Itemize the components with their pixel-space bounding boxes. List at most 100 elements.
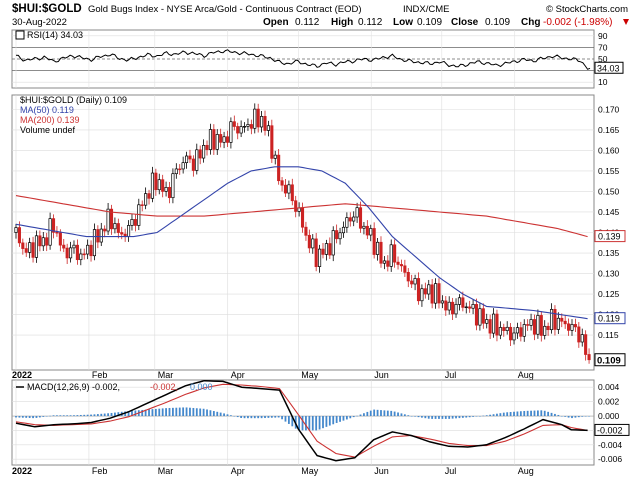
candle-body — [79, 253, 83, 261]
candle-body — [290, 184, 294, 202]
candle-body — [560, 317, 564, 322]
candle-body — [99, 228, 103, 243]
macd-histogram-bar — [332, 416, 335, 425]
candle-body — [188, 155, 192, 160]
candle-body — [280, 180, 284, 186]
price-legend-volume: Volume undef — [20, 125, 76, 135]
down-arrow-icon — [623, 19, 629, 25]
candle-body — [219, 134, 223, 143]
macd-histogram-bar — [339, 416, 341, 422]
price-x-axis: 2022 Feb Mar Apr May Jun Jul Aug — [12, 370, 534, 380]
ma50-badge: 0.119 — [594, 312, 626, 325]
macd-histogram-bar — [441, 416, 444, 419]
candle-body — [546, 325, 550, 331]
candle-body — [147, 193, 151, 199]
macd-histogram-bar — [584, 416, 587, 417]
macd-histogram-bar — [577, 416, 580, 418]
macd-histogram-bar — [417, 416, 420, 418]
candle-body — [471, 304, 475, 309]
macd-histogram-bar — [560, 416, 563, 417]
candle-body — [34, 235, 39, 258]
candle-body — [488, 319, 492, 334]
macd-histogram-bar — [516, 411, 519, 417]
macd-histogram-bar — [264, 416, 266, 419]
candle-body — [352, 216, 356, 222]
macd-histogram-bar — [216, 411, 219, 417]
candle-body — [239, 126, 243, 134]
macd-histogram-bar — [536, 410, 539, 417]
candle-body — [515, 327, 519, 334]
macd-legend: MACD(12,26,9) -0.002, -0.002, 0.000 — [16, 382, 213, 392]
macd-histogram-bar — [567, 416, 570, 418]
price-tick-label: 0.155 — [598, 166, 620, 176]
candle-body — [539, 315, 543, 336]
macd-histogram-bar — [455, 416, 457, 419]
macd-panel: -0.006 -0.004 -0.002 0.000 0.002 0.004 MACD(1… — [11, 379, 630, 476]
candle-body — [127, 225, 131, 237]
price-tick-label: 0.150 — [598, 186, 620, 196]
rsi-gridlines — [12, 30, 594, 88]
candle-body — [89, 244, 93, 257]
candle-body — [478, 308, 482, 326]
candle-body — [38, 235, 42, 247]
macd-histogram-bar — [588, 416, 590, 417]
month-label: May — [301, 370, 319, 380]
macd-histogram-bar — [100, 413, 103, 417]
macd-histogram-bar — [581, 416, 584, 417]
macd-histogram-bar — [458, 416, 461, 419]
macd-histogram-bar — [168, 407, 171, 417]
macd-histogram-bar — [161, 408, 164, 417]
candle-body — [229, 121, 233, 143]
candle-body — [195, 149, 199, 171]
macd-histogram-bar — [325, 416, 328, 427]
price-panel: 0.1150.1200.1250.1300.1350.1400.1450.150… — [11, 94, 626, 380]
ohlc-readout: Open 0.112 High 0.112 Low 0.109 Close 0.… — [263, 17, 629, 28]
candle-body — [304, 226, 308, 236]
candle-body — [505, 326, 509, 331]
rsi-panel: 1030507090 RSI(14) 34.03 34.03 — [11, 29, 624, 89]
ma50-badge-value: 0.119 — [598, 314, 620, 324]
candle-body — [324, 243, 328, 255]
credit-text: © StockCharts.com — [546, 4, 628, 15]
macd-histogram-bar — [233, 416, 236, 417]
candle-body — [362, 225, 366, 229]
candle-body — [178, 168, 182, 171]
macd-tick-label: 0.000 — [598, 411, 620, 421]
price-gridlines — [12, 95, 594, 370]
candle-body — [396, 261, 400, 265]
candle-body — [382, 260, 386, 264]
price-legend-symbol: $HUI:$GOLD (Daily) 0.109 — [20, 95, 127, 105]
chg-value: -0.002 (-1.98%) — [543, 17, 612, 28]
macd-histogram-bar — [475, 416, 478, 417]
candle-body — [181, 162, 185, 170]
candle-body — [331, 230, 335, 256]
macd-histogram-bar — [363, 413, 365, 417]
macd-histogram-bar — [547, 411, 550, 417]
macd-histogram-bar — [482, 415, 485, 417]
candle-body — [222, 136, 226, 143]
candle-body — [393, 244, 397, 263]
candle-body — [41, 237, 45, 247]
candle-body — [294, 200, 298, 212]
candle-body — [543, 325, 547, 336]
candle-body — [410, 280, 414, 285]
macd-histogram-bar — [349, 416, 352, 419]
candle-body — [103, 228, 107, 232]
candle-body — [133, 219, 137, 226]
candle-body — [185, 155, 189, 164]
macd-histogram-bar — [543, 410, 546, 417]
macd-histogram-bar — [301, 416, 304, 431]
candle-body — [529, 319, 533, 326]
macd-histogram-bar — [461, 416, 464, 418]
macd-histogram-bar — [465, 416, 468, 418]
candle-body — [509, 326, 513, 341]
macd-histogram-bar — [141, 409, 144, 417]
candle-body — [444, 300, 448, 311]
close-label: Close — [451, 17, 479, 28]
candle-body — [260, 116, 264, 128]
candle-body — [328, 243, 332, 256]
macd-histogram-bar — [315, 416, 318, 431]
macd-histogram-bar — [110, 412, 113, 417]
high-label: High — [331, 17, 353, 28]
candle-body — [249, 124, 253, 129]
